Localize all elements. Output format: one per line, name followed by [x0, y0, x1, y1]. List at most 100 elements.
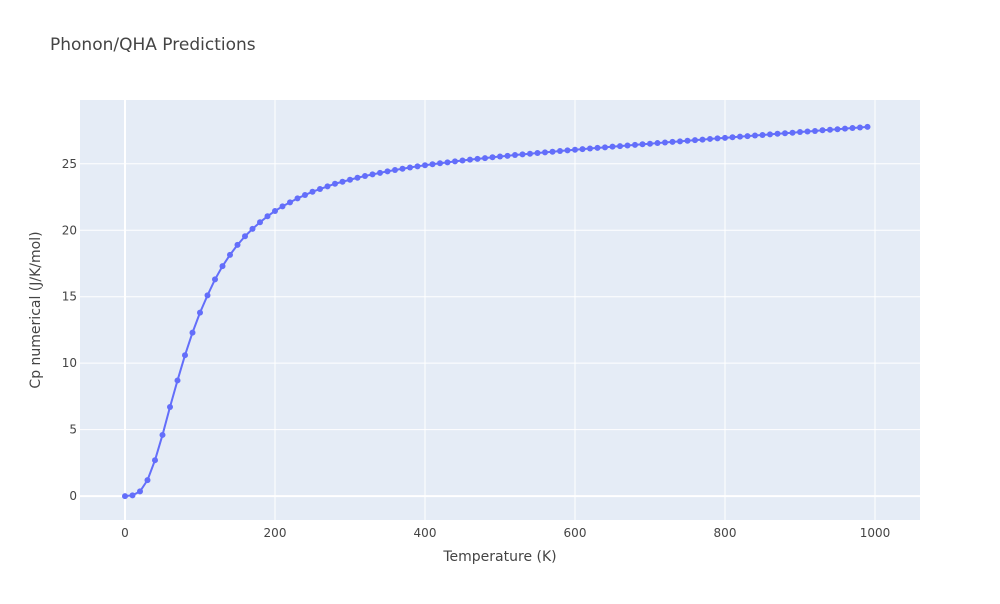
data-point[interactable] — [294, 195, 301, 202]
data-point[interactable] — [774, 130, 781, 137]
data-point[interactable] — [632, 141, 638, 148]
data-point[interactable] — [302, 192, 308, 199]
data-point[interactable] — [152, 457, 158, 464]
data-point[interactable] — [429, 161, 436, 168]
data-point[interactable] — [684, 137, 691, 144]
data-point[interactable] — [377, 169, 383, 176]
data-point[interactable] — [849, 125, 856, 132]
data-point[interactable] — [452, 158, 458, 165]
data-point[interactable] — [819, 127, 826, 134]
data-point[interactable] — [587, 145, 593, 152]
data-point[interactable] — [534, 150, 541, 157]
data-point[interactable] — [212, 276, 218, 283]
data-point[interactable] — [804, 128, 811, 135]
data-point[interactable] — [512, 152, 518, 159]
data-point[interactable] — [287, 199, 293, 206]
data-point[interactable] — [594, 144, 601, 151]
data-point[interactable] — [227, 251, 233, 258]
data-point[interactable] — [759, 131, 766, 138]
data-point[interactable] — [669, 138, 676, 145]
data-point[interactable] — [557, 148, 563, 155]
data-point[interactable] — [797, 129, 803, 136]
data-point[interactable] — [317, 186, 323, 193]
data-point[interactable] — [137, 488, 143, 495]
data-point[interactable] — [662, 139, 668, 146]
data-point[interactable] — [602, 144, 608, 151]
data-point[interactable] — [369, 171, 376, 178]
data-point[interactable] — [624, 142, 631, 149]
data-point[interactable] — [129, 492, 136, 499]
data-point[interactable] — [752, 132, 758, 139]
data-point[interactable] — [549, 148, 556, 155]
data-point[interactable] — [444, 159, 451, 166]
data-point[interactable] — [707, 135, 713, 142]
data-point[interactable] — [677, 138, 683, 145]
data-point[interactable] — [399, 165, 406, 172]
data-point[interactable] — [384, 168, 391, 175]
data-point[interactable] — [332, 180, 338, 187]
data-point[interactable] — [729, 134, 736, 141]
data-point[interactable] — [122, 493, 128, 500]
data-point[interactable] — [782, 130, 788, 137]
data-point[interactable] — [572, 146, 578, 153]
data-point[interactable] — [422, 162, 428, 169]
data-point[interactable] — [414, 163, 421, 170]
data-point[interactable] — [722, 134, 728, 141]
data-point[interactable] — [639, 141, 646, 148]
data-point[interactable] — [812, 127, 818, 134]
data-point[interactable] — [174, 377, 181, 384]
data-point[interactable] — [617, 143, 623, 150]
data-point[interactable] — [744, 133, 751, 140]
data-point[interactable] — [864, 123, 871, 130]
data-point[interactable] — [737, 133, 743, 140]
data-point[interactable] — [767, 131, 773, 138]
data-point[interactable] — [347, 176, 353, 183]
data-point[interactable] — [234, 241, 241, 248]
data-point[interactable] — [189, 329, 196, 336]
data-point[interactable] — [264, 213, 271, 220]
data-point[interactable] — [519, 151, 526, 158]
data-point[interactable] — [564, 147, 571, 154]
data-point[interactable] — [159, 431, 166, 438]
data-point[interactable] — [579, 146, 586, 153]
data-point[interactable] — [542, 149, 548, 156]
data-point[interactable] — [834, 126, 841, 133]
data-point[interactable] — [309, 188, 316, 195]
data-point[interactable] — [654, 140, 661, 147]
data-point[interactable] — [279, 203, 286, 210]
data-point[interactable] — [324, 183, 331, 190]
data-point[interactable] — [257, 219, 263, 226]
data-point[interactable] — [167, 404, 173, 411]
data-point[interactable] — [407, 164, 413, 171]
data-point[interactable] — [497, 153, 503, 160]
data-point[interactable] — [459, 157, 466, 164]
data-point[interactable] — [362, 173, 368, 180]
data-point[interactable] — [182, 352, 188, 359]
data-point[interactable] — [474, 155, 481, 162]
data-point[interactable] — [699, 136, 706, 143]
data-point[interactable] — [354, 174, 361, 181]
data-point[interactable] — [714, 135, 721, 142]
data-point[interactable] — [242, 233, 248, 240]
data-point[interactable] — [489, 154, 496, 161]
data-point[interactable] — [204, 292, 211, 299]
data-point[interactable] — [197, 309, 203, 316]
data-point[interactable] — [392, 167, 398, 174]
data-point[interactable] — [272, 207, 278, 214]
data-point[interactable] — [249, 225, 256, 232]
data-point[interactable] — [482, 155, 488, 162]
data-point[interactable] — [842, 125, 848, 132]
data-point[interactable] — [219, 263, 226, 270]
data-point[interactable] — [467, 156, 473, 163]
data-point[interactable] — [504, 152, 511, 159]
data-point[interactable] — [692, 137, 698, 144]
data-point[interactable] — [527, 150, 533, 157]
data-point[interactable] — [437, 160, 443, 167]
data-point[interactable] — [609, 143, 616, 150]
data-point[interactable] — [144, 477, 151, 484]
data-point[interactable] — [857, 124, 863, 131]
data-point[interactable] — [827, 126, 833, 133]
data-point[interactable] — [339, 178, 346, 185]
data-point[interactable] — [647, 140, 653, 147]
data-point[interactable] — [789, 129, 796, 136]
